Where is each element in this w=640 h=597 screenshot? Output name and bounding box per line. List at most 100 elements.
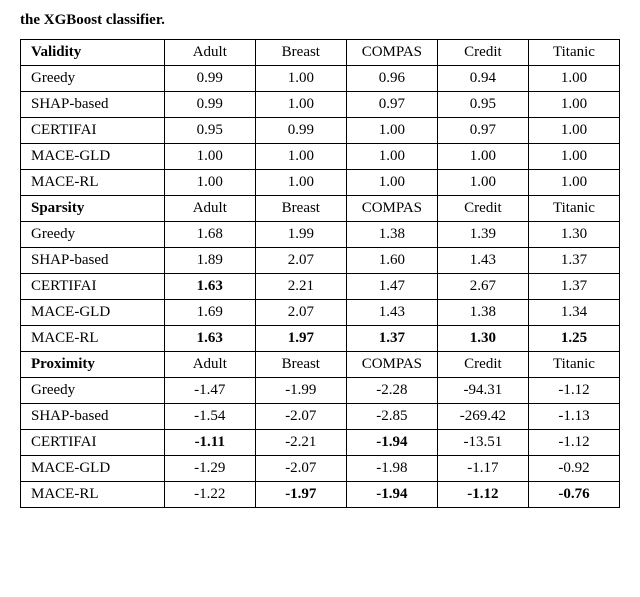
value-cell: -1.17 — [437, 456, 528, 482]
value-cell: 0.99 — [255, 118, 346, 144]
dataset-header: Titanic — [528, 352, 619, 378]
value-cell: 1.97 — [255, 326, 346, 352]
value-cell: 1.37 — [528, 248, 619, 274]
value-cell: 1.38 — [437, 300, 528, 326]
table-row: MACE-RL1.631.971.371.301.25 — [21, 326, 620, 352]
value-cell: 1.63 — [164, 274, 255, 300]
dataset-header: Adult — [164, 40, 255, 66]
value-cell: -269.42 — [437, 404, 528, 430]
table-row: CERTIFAI-1.11-2.21-1.94-13.51-1.12 — [21, 430, 620, 456]
value-cell: -1.54 — [164, 404, 255, 430]
value-cell: 1.99 — [255, 222, 346, 248]
table-row: SHAP-based0.991.000.970.951.00 — [21, 92, 620, 118]
value-cell: 1.00 — [164, 170, 255, 196]
dataset-header: COMPAS — [346, 352, 437, 378]
value-cell: 1.00 — [255, 144, 346, 170]
value-cell: 1.25 — [528, 326, 619, 352]
value-cell: -0.76 — [528, 482, 619, 508]
value-cell: -1.98 — [346, 456, 437, 482]
value-cell: -1.12 — [528, 378, 619, 404]
value-cell: 1.47 — [346, 274, 437, 300]
value-cell: -1.12 — [528, 430, 619, 456]
value-cell: 0.97 — [346, 92, 437, 118]
dataset-header: COMPAS — [346, 196, 437, 222]
value-cell: 1.00 — [346, 170, 437, 196]
value-cell: -2.07 — [255, 456, 346, 482]
value-cell: 1.38 — [346, 222, 437, 248]
value-cell: 1.00 — [346, 144, 437, 170]
metrics-table: ValidityAdultBreastCOMPASCreditTitanicGr… — [20, 39, 620, 508]
value-cell: 0.95 — [164, 118, 255, 144]
value-cell: 1.00 — [528, 170, 619, 196]
value-cell: -13.51 — [437, 430, 528, 456]
method-cell: CERTIFAI — [21, 274, 165, 300]
value-cell: 0.96 — [346, 66, 437, 92]
value-cell: 1.34 — [528, 300, 619, 326]
table-row: Greedy0.991.000.960.941.00 — [21, 66, 620, 92]
table-caption: the XGBoost classifier. — [20, 12, 620, 29]
section-header-row: ValidityAdultBreastCOMPASCreditTitanic — [21, 40, 620, 66]
value-cell: 1.00 — [255, 66, 346, 92]
value-cell: -1.13 — [528, 404, 619, 430]
value-cell: 1.00 — [255, 170, 346, 196]
value-cell: -2.28 — [346, 378, 437, 404]
value-cell: -1.94 — [346, 482, 437, 508]
value-cell: 1.39 — [437, 222, 528, 248]
value-cell: 1.37 — [346, 326, 437, 352]
value-cell: 1.89 — [164, 248, 255, 274]
method-cell: MACE-RL — [21, 482, 165, 508]
table-row: CERTIFAI0.950.991.000.971.00 — [21, 118, 620, 144]
table-row: SHAP-based1.892.071.601.431.37 — [21, 248, 620, 274]
table-row: MACE-GLD1.001.001.001.001.00 — [21, 144, 620, 170]
value-cell: 0.99 — [164, 92, 255, 118]
section-header-row: ProximityAdultBreastCOMPASCreditTitanic — [21, 352, 620, 378]
table-row: SHAP-based-1.54-2.07-2.85-269.42-1.13 — [21, 404, 620, 430]
value-cell: -1.47 — [164, 378, 255, 404]
table-row: MACE-RL-1.22-1.97-1.94-1.12-0.76 — [21, 482, 620, 508]
value-cell: 0.95 — [437, 92, 528, 118]
value-cell: -1.12 — [437, 482, 528, 508]
value-cell: 1.00 — [437, 144, 528, 170]
value-cell: -1.97 — [255, 482, 346, 508]
value-cell: 1.43 — [437, 248, 528, 274]
metric-label: Proximity — [21, 352, 165, 378]
method-cell: CERTIFAI — [21, 430, 165, 456]
method-cell: SHAP-based — [21, 404, 165, 430]
dataset-header: Breast — [255, 352, 346, 378]
value-cell: -1.29 — [164, 456, 255, 482]
value-cell: 2.21 — [255, 274, 346, 300]
method-cell: Greedy — [21, 378, 165, 404]
value-cell: -1.99 — [255, 378, 346, 404]
dataset-header: Adult — [164, 352, 255, 378]
dataset-header: Credit — [437, 352, 528, 378]
dataset-header: Titanic — [528, 40, 619, 66]
method-cell: Greedy — [21, 222, 165, 248]
value-cell: 1.43 — [346, 300, 437, 326]
value-cell: 1.00 — [528, 66, 619, 92]
table-row: Greedy-1.47-1.99-2.28-94.31-1.12 — [21, 378, 620, 404]
value-cell: 2.67 — [437, 274, 528, 300]
method-cell: MACE-RL — [21, 170, 165, 196]
value-cell: -0.92 — [528, 456, 619, 482]
method-cell: MACE-RL — [21, 326, 165, 352]
method-cell: SHAP-based — [21, 92, 165, 118]
value-cell: 1.30 — [528, 222, 619, 248]
value-cell: -94.31 — [437, 378, 528, 404]
value-cell: 1.00 — [528, 144, 619, 170]
value-cell: -2.85 — [346, 404, 437, 430]
dataset-header: COMPAS — [346, 40, 437, 66]
value-cell: 1.63 — [164, 326, 255, 352]
value-cell: 2.07 — [255, 300, 346, 326]
value-cell: 1.00 — [255, 92, 346, 118]
value-cell: 1.60 — [346, 248, 437, 274]
value-cell: 1.00 — [346, 118, 437, 144]
value-cell: 1.30 — [437, 326, 528, 352]
dataset-header: Credit — [437, 196, 528, 222]
metric-label: Sparsity — [21, 196, 165, 222]
metric-label: Validity — [21, 40, 165, 66]
table-row: MACE-GLD1.692.071.431.381.34 — [21, 300, 620, 326]
method-cell: Greedy — [21, 66, 165, 92]
table-row: Greedy1.681.991.381.391.30 — [21, 222, 620, 248]
method-cell: MACE-GLD — [21, 300, 165, 326]
method-cell: MACE-GLD — [21, 144, 165, 170]
